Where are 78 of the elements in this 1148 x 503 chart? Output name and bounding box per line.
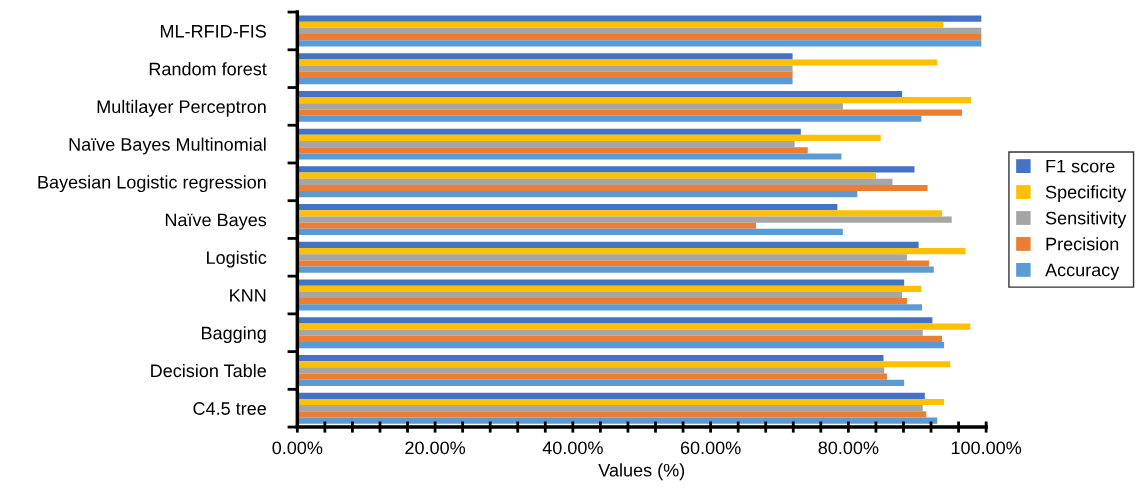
bar — [297, 141, 795, 148]
bar — [297, 147, 808, 154]
legend-label: Sensitivity — [1045, 211, 1127, 229]
bar — [297, 417, 938, 424]
bar — [297, 298, 907, 305]
y-tick-label: KNN — [230, 289, 266, 302]
x-tick-label: 60.00% — [680, 441, 741, 455]
bar — [297, 411, 927, 418]
bar — [297, 254, 907, 261]
y-tick-label: ML-RFID-FIS — [160, 24, 266, 38]
bar — [297, 65, 793, 72]
bar — [297, 115, 922, 122]
bar — [297, 109, 963, 116]
bar — [297, 367, 885, 374]
y-tick-label: Random forest — [149, 62, 267, 76]
y-tick-label: Naïve Bayes — [165, 213, 267, 230]
bar — [297, 178, 893, 185]
bar — [297, 379, 905, 386]
bar — [297, 392, 925, 399]
bar — [297, 34, 982, 41]
y-tick-label: Logistic — [207, 250, 267, 268]
x-tick-label: 40.00% — [542, 441, 603, 455]
bar — [297, 222, 757, 229]
bar — [297, 97, 971, 104]
y-tick-label: C4.5 tree — [193, 402, 266, 415]
bar — [297, 103, 843, 110]
y-tick-label: Naïve Bayes Multinomial — [69, 137, 266, 155]
bar — [297, 354, 884, 362]
bar — [297, 228, 843, 236]
bar — [297, 323, 971, 330]
bar — [297, 304, 923, 311]
x-tick-label: 20.00% — [405, 441, 466, 455]
x-axis-title: Values (%) — [598, 463, 685, 481]
bar — [297, 184, 928, 192]
x-tick-label: 80.00% — [818, 441, 879, 455]
legend-label: Accuracy — [1045, 263, 1120, 280]
bar — [297, 260, 929, 267]
bar — [297, 40, 982, 47]
bar — [297, 71, 793, 78]
bar — [297, 373, 887, 380]
bar — [297, 398, 945, 406]
bar — [297, 279, 905, 286]
bar — [297, 77, 793, 85]
bar — [297, 128, 801, 135]
bar — [297, 342, 945, 349]
y-tick-label: Decision Table — [151, 363, 266, 378]
bar — [297, 361, 951, 368]
legend-label: F1 score — [1046, 159, 1115, 173]
legend-label: Specificity — [1045, 185, 1127, 203]
bar — [297, 405, 923, 412]
y-tick-label: Multilayer Perceptron — [97, 99, 266, 117]
x-tick-label: 0.00% — [272, 441, 323, 455]
bar — [297, 27, 982, 35]
bar — [297, 329, 923, 336]
y-tick-label: Bagging — [202, 326, 266, 344]
bar — [297, 317, 933, 324]
bar — [297, 285, 922, 292]
bar — [297, 166, 915, 173]
bar — [297, 248, 966, 255]
bar — [297, 335, 943, 343]
bar — [297, 21, 944, 28]
bar — [297, 191, 858, 198]
bar — [297, 204, 838, 211]
bar — [297, 153, 842, 160]
bar — [297, 59, 938, 66]
bar — [297, 90, 903, 98]
bar — [297, 172, 876, 179]
bar — [297, 291, 903, 299]
bar — [297, 15, 982, 22]
bar — [297, 241, 919, 248]
legend-label: Precision — [1046, 237, 1119, 251]
x-tick-label: 100.00% — [951, 441, 1022, 455]
bar — [297, 134, 881, 142]
y-tick-label: Bayesian Logistic regression — [38, 175, 266, 193]
bar — [297, 266, 934, 273]
bar — [297, 210, 943, 217]
bar — [297, 216, 952, 223]
bar — [297, 53, 793, 60]
